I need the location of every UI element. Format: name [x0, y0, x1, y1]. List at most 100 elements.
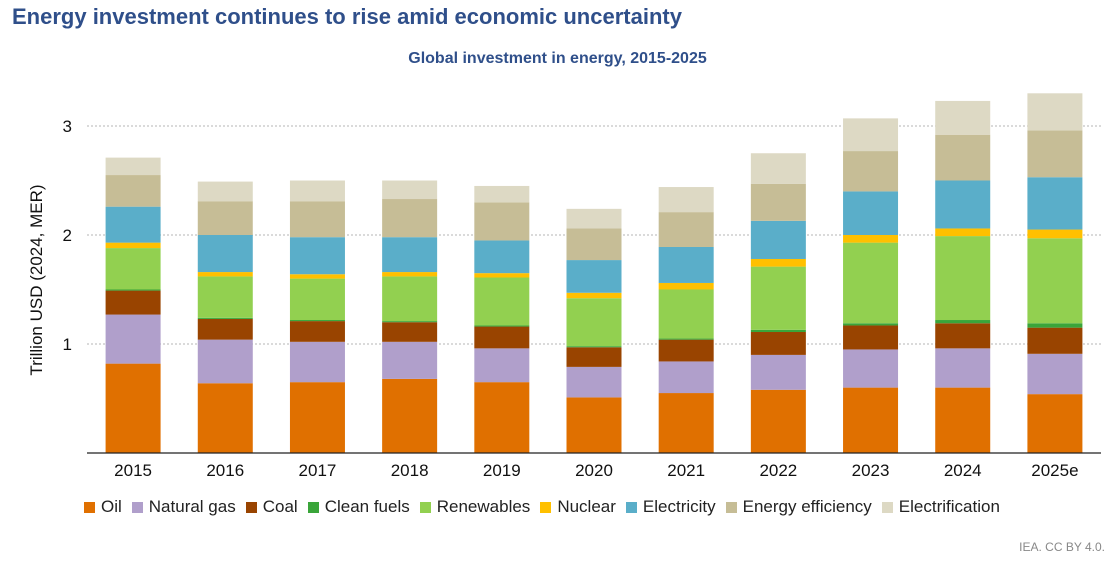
bar-segment [843, 235, 899, 243]
legend-swatch [881, 501, 893, 513]
bar-segment [474, 185, 530, 203]
bar-segment [382, 272, 438, 277]
y-tick-label: 3 [63, 117, 72, 136]
bar-segment [105, 314, 161, 364]
bar-segment [382, 341, 438, 379]
bar-segment [935, 100, 991, 135]
bar-segment [474, 348, 530, 383]
bar-segment [1027, 394, 1083, 453]
x-tick-label: 2024 [944, 461, 982, 480]
bar-segment [935, 180, 991, 229]
bar-segment [658, 339, 714, 362]
bar-segment [1027, 323, 1083, 328]
bar-segment [1027, 327, 1083, 354]
bar-segment [566, 260, 622, 293]
bar-segment [105, 157, 161, 176]
bar-segment [935, 228, 991, 237]
legend-label: Clean fuels [324, 497, 410, 516]
bar-segment [382, 199, 438, 238]
bar-segment [750, 389, 806, 453]
bar-segment [197, 339, 253, 384]
legend-label: Energy efficiency [742, 497, 872, 516]
bar-segment [935, 320, 991, 324]
bar-segment [1027, 229, 1083, 239]
bar-segment [566, 346, 622, 348]
bar-segment [105, 290, 161, 315]
bar-segment [843, 151, 899, 192]
bar-segment [474, 240, 530, 274]
legend-item: Electricity [625, 497, 716, 517]
bar-segment [474, 326, 530, 349]
bar-segment [105, 206, 161, 243]
bar-segment [843, 325, 899, 350]
bar-segment [382, 321, 438, 323]
bar-segment [750, 332, 806, 355]
bar-segment [289, 320, 345, 322]
bar-segment [566, 228, 622, 261]
bar-segment [658, 212, 714, 247]
legend-swatch [625, 501, 637, 513]
bar-segment [843, 191, 899, 235]
bar-segment [750, 220, 806, 259]
legend-swatch [419, 501, 431, 513]
bar-segment [474, 277, 530, 326]
bar-segment [289, 274, 345, 279]
bar-segment [289, 180, 345, 202]
bar-segment [289, 201, 345, 238]
bar-segment [566, 208, 622, 229]
bar-segment [935, 134, 991, 181]
legend-label: Renewables [436, 497, 531, 516]
legend-label: Natural gas [148, 497, 236, 516]
bar-segment [750, 329, 806, 333]
x-tick-label: 2019 [483, 461, 521, 480]
bar-segment [289, 382, 345, 453]
bar-segment [382, 237, 438, 273]
bar-segment [935, 348, 991, 388]
bar-segment [289, 341, 345, 383]
legend-label: Electrification [898, 497, 1000, 516]
bars [105, 93, 1083, 453]
bar-segment [658, 361, 714, 394]
y-tick-label: 1 [63, 335, 72, 354]
x-tick-label: 2022 [759, 461, 797, 480]
chart-subtitle: Global investment in energy, 2015-2025 [408, 50, 707, 67]
bar-segment [750, 354, 806, 390]
bar-segment [566, 347, 622, 367]
legend-item: Electrification [881, 497, 1000, 517]
bar-segment [750, 153, 806, 184]
bar-segment [566, 366, 622, 398]
x-tick-label: 2025e [1031, 461, 1078, 480]
bar-segment [843, 242, 899, 324]
bar-segment [843, 349, 899, 388]
x-tick-label: 2016 [206, 461, 244, 480]
bar-segment [658, 393, 714, 453]
legend-label: Oil [101, 497, 122, 516]
bar-segment [750, 258, 806, 267]
legend-swatch [245, 501, 257, 513]
bar-segment [289, 278, 345, 321]
legend-swatch [725, 501, 737, 513]
legend-label: Nuclear [557, 497, 616, 516]
bar-segment [105, 175, 161, 207]
legend-label: Coal [262, 497, 298, 516]
bar-segment [658, 187, 714, 213]
bar-segment [197, 383, 253, 453]
legend-item: Nuclear [540, 497, 616, 517]
legend-swatch [540, 501, 552, 513]
bar-segment [935, 387, 991, 453]
credit-text: IEA. CC BY 4.0. [1019, 540, 1105, 554]
bar-segment [750, 183, 806, 221]
bar-segment [843, 323, 899, 326]
legend: Oil Natural gas Coal Clean fuels Renewables N… [84, 497, 1010, 517]
bar-segment [382, 322, 438, 342]
bar-segment [1027, 93, 1083, 131]
bar-segment [1027, 238, 1083, 324]
x-tick-label: 2017 [299, 461, 337, 480]
bar-segment [843, 118, 899, 152]
bar-segment [197, 318, 253, 340]
bar-segment [658, 282, 714, 290]
legend-item: Oil [84, 497, 122, 517]
legend-swatch [131, 501, 143, 513]
y-axis-label: Trillion USD (2024, MER) [27, 184, 46, 375]
